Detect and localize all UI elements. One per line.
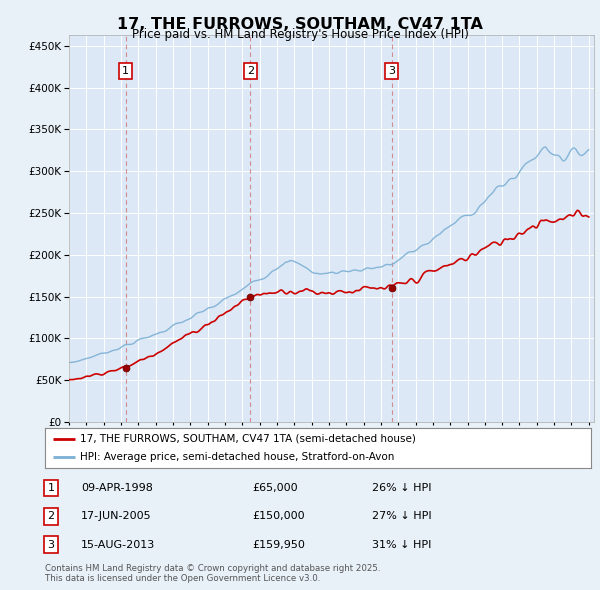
Text: 17, THE FURROWS, SOUTHAM, CV47 1TA (semi-detached house): 17, THE FURROWS, SOUTHAM, CV47 1TA (semi…: [80, 434, 416, 444]
Text: 17, THE FURROWS, SOUTHAM, CV47 1TA: 17, THE FURROWS, SOUTHAM, CV47 1TA: [117, 17, 483, 31]
Text: £159,950: £159,950: [252, 540, 305, 549]
Text: Price paid vs. HM Land Registry's House Price Index (HPI): Price paid vs. HM Land Registry's House …: [131, 28, 469, 41]
Text: 26% ↓ HPI: 26% ↓ HPI: [372, 483, 431, 493]
Text: 31% ↓ HPI: 31% ↓ HPI: [372, 540, 431, 549]
Text: 1: 1: [122, 66, 129, 76]
Text: 2: 2: [47, 512, 55, 521]
Text: 09-APR-1998: 09-APR-1998: [81, 483, 153, 493]
Text: 17-JUN-2005: 17-JUN-2005: [81, 512, 152, 521]
Text: Contains HM Land Registry data © Crown copyright and database right 2025.
This d: Contains HM Land Registry data © Crown c…: [45, 563, 380, 583]
Text: 1: 1: [47, 483, 55, 493]
Text: 3: 3: [388, 66, 395, 76]
Text: 15-AUG-2013: 15-AUG-2013: [81, 540, 155, 549]
Text: 27% ↓ HPI: 27% ↓ HPI: [372, 512, 431, 521]
Text: £65,000: £65,000: [252, 483, 298, 493]
Text: £150,000: £150,000: [252, 512, 305, 521]
Text: 3: 3: [47, 540, 55, 549]
Text: 2: 2: [247, 66, 254, 76]
Text: HPI: Average price, semi-detached house, Stratford-on-Avon: HPI: Average price, semi-detached house,…: [80, 452, 395, 462]
